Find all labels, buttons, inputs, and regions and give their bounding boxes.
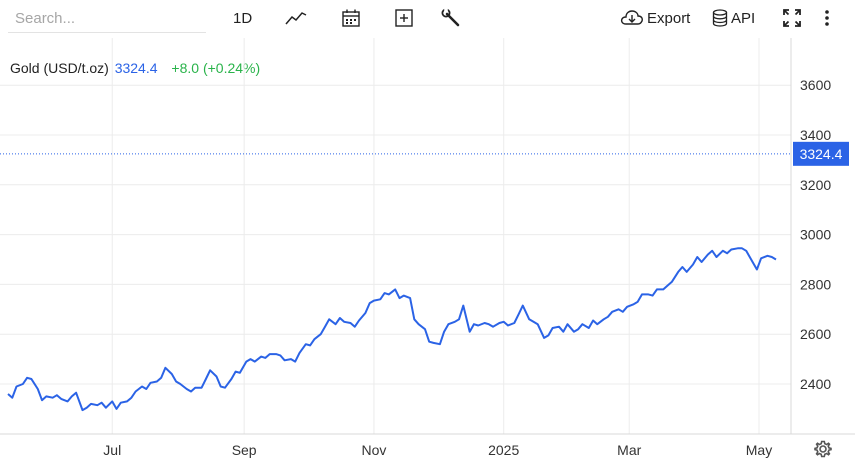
x-tick-label: May	[746, 442, 772, 458]
add-indicator-icon	[394, 8, 414, 28]
chart-legend: Gold (USD/t.oz) 3324.4 +8.0 (+0.24%)	[10, 60, 260, 76]
y-tick-label: 3400	[800, 127, 831, 143]
calendar-icon	[341, 8, 361, 28]
legend-price: 3324.4	[114, 60, 158, 76]
legend-name: Gold (USD/t.oz)	[10, 60, 109, 76]
series-line-gold	[7, 247, 777, 412]
x-tick-label: Nov	[361, 442, 386, 458]
x-tick-label: Sep	[232, 442, 257, 458]
y-tick-label: 2600	[800, 326, 831, 342]
y-tick-label: 3000	[800, 227, 831, 243]
y-tick-label: 3600	[800, 77, 831, 93]
legend-change: +8.0 (+0.24%)	[171, 60, 261, 76]
search-box	[8, 6, 206, 33]
price-chart[interactable]: 2400 2600 2800 3000 3200 3400 3600 Jul Sep Nov 202…	[0, 38, 855, 462]
export-button[interactable]: Export	[620, 7, 690, 29]
x-tick-label: 2025	[488, 442, 519, 458]
chart-settings-button[interactable]	[813, 439, 833, 459]
chart-toolbar: 1D Export API	[0, 0, 855, 38]
chart-type-button[interactable]	[285, 7, 307, 29]
database-icon	[712, 9, 728, 27]
last-price-label: 3324.4	[800, 146, 843, 162]
line-chart-icon	[285, 10, 307, 26]
add-indicator-button[interactable]	[394, 7, 414, 29]
interval-label: 1D	[233, 9, 253, 27]
more-menu-button[interactable]	[822, 7, 832, 29]
wrench-icon	[441, 8, 461, 28]
fullscreen-button[interactable]	[782, 7, 802, 29]
y-tick-label: 3200	[800, 177, 831, 193]
export-label: Export	[647, 9, 691, 27]
more-vertical-icon	[822, 8, 832, 28]
api-button[interactable]: API	[712, 7, 755, 29]
api-label: API	[731, 9, 756, 27]
last-price-tag	[793, 141, 849, 166]
search-input[interactable]	[8, 6, 205, 30]
gear-icon	[813, 440, 833, 463]
interval-button[interactable]: 1D	[233, 7, 252, 29]
y-tick-label: 2400	[800, 376, 831, 392]
x-tick-label: Jul	[103, 442, 121, 458]
cloud-download-icon	[620, 9, 644, 27]
y-tick-label: 2800	[800, 276, 831, 292]
fullscreen-icon	[782, 8, 802, 28]
x-tick-label: Mar	[617, 442, 641, 458]
tools-button[interactable]	[441, 7, 461, 29]
date-range-button[interactable]	[341, 7, 361, 29]
